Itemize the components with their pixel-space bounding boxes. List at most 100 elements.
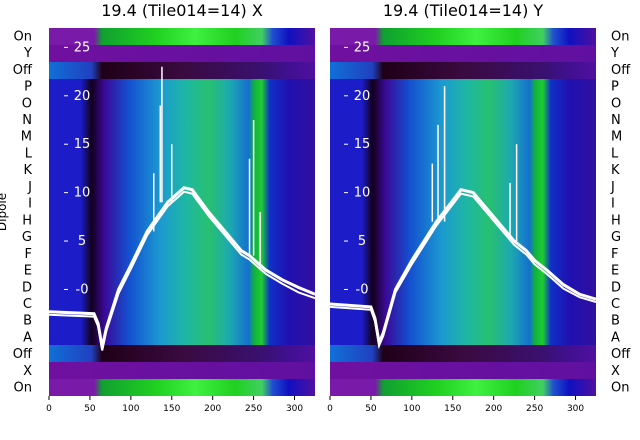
row-label: On: [14, 381, 32, 396]
panel-y: -0 5 10 15 20 25: [330, 28, 596, 396]
row-label: H: [611, 213, 621, 228]
row-label: F: [25, 247, 32, 262]
row-label: J: [610, 180, 615, 195]
row-label: L: [25, 146, 33, 161]
row-label: F: [611, 247, 618, 262]
x-tick-label: 250: [245, 404, 262, 414]
y-tick-label: 10: [354, 186, 371, 201]
row-label: On: [14, 29, 32, 44]
band-y: [49, 45, 315, 62]
x-tick-label: 150: [163, 404, 180, 414]
row-label: E: [24, 264, 32, 279]
x-tick-label: 300: [286, 404, 303, 414]
row-label: Y: [23, 46, 32, 61]
row-label: Y: [610, 46, 619, 61]
row-label: Off: [13, 347, 33, 362]
band-off-top: [49, 62, 315, 79]
x-tick-label: 100: [122, 404, 139, 414]
row-label: Off: [611, 63, 631, 78]
band-on-top: [330, 28, 596, 45]
band-on-top: [49, 28, 315, 45]
row-label: D: [22, 280, 32, 295]
y-tick-label: 25: [354, 40, 371, 55]
row-label: A: [611, 330, 620, 345]
y-tick-label: 15: [74, 137, 91, 152]
row-label: D: [611, 280, 621, 295]
row-label: G: [611, 230, 621, 245]
row-label: I: [611, 197, 615, 212]
row-label: N: [611, 113, 621, 128]
x-ticks-x: 0 50 100 150 200 250 300: [46, 396, 303, 414]
row-label: On: [611, 29, 629, 44]
row-label: O: [22, 96, 32, 111]
row-label: X: [23, 364, 32, 379]
row-label: K: [611, 163, 620, 178]
x-tick-label: 100: [403, 404, 420, 414]
y-ticks-y: -0 5 10 15 20 25: [344, 40, 370, 297]
row-label: On: [611, 381, 629, 396]
row-label: I: [28, 197, 32, 212]
row-label: M: [21, 130, 32, 145]
row-label: K: [23, 163, 32, 178]
x-tick-label: 300: [567, 404, 584, 414]
band-on-bottom: [49, 379, 315, 396]
band-x: [330, 362, 596, 379]
x-tick-label: 0: [327, 404, 333, 414]
row-label: O: [611, 96, 621, 111]
y-tick-label: 20: [74, 89, 91, 104]
x-tick-label: 0: [46, 404, 52, 414]
band-off-top: [330, 62, 596, 79]
y-tick-label: -0: [76, 282, 89, 297]
row-label: B: [23, 314, 32, 329]
row-label: N: [22, 113, 32, 128]
row-label: E: [611, 264, 619, 279]
row-label: G: [22, 230, 32, 245]
x-tick-label: 50: [365, 404, 377, 414]
panel-x: -0 5 10 15 20 25: [49, 28, 315, 396]
row-label: M: [611, 130, 622, 145]
band-y: [330, 45, 596, 62]
row-label: P: [611, 80, 619, 95]
row-label: P: [24, 80, 32, 95]
series-line: [330, 192, 596, 350]
chart-title-x: 19.4 (Tile014=14) X: [101, 1, 263, 20]
x-tick-label: 200: [485, 404, 502, 414]
row-label: L: [611, 146, 619, 161]
chart-title-y: 19.4 (Tile014=14) Y: [383, 1, 544, 20]
y-tick-label: 25: [74, 40, 91, 55]
row-label: J: [27, 180, 32, 195]
row-label: A: [23, 330, 32, 345]
y-tick-label: 20: [354, 89, 371, 104]
row-label: C: [611, 297, 620, 312]
y-tick-label: 10: [74, 186, 91, 201]
y-tick-label: -0: [356, 282, 369, 297]
row-label: X: [611, 364, 620, 379]
band-on-bottom: [330, 379, 596, 396]
y-ticks-x: -0 5 10 15 20 25: [64, 40, 90, 297]
series-lines-x: [49, 66, 315, 351]
band-x: [49, 362, 315, 379]
band-off-bottom: [330, 345, 596, 362]
band-main: [49, 79, 315, 345]
x-ticks-y: 0 50 100 150 200 250 300: [327, 396, 584, 414]
row-label: Off: [611, 347, 631, 362]
x-tick-label: 250: [526, 404, 543, 414]
x-tick-label: 200: [204, 404, 221, 414]
band-main: [330, 79, 596, 345]
y-tick-label: 5: [78, 234, 86, 249]
row-label: B: [611, 314, 620, 329]
row-label: H: [22, 213, 32, 228]
y-tick-label: 15: [354, 137, 371, 152]
y-tick-label: 5: [358, 234, 366, 249]
y-axis-label: Dipole: [0, 193, 9, 231]
series-line: [49, 190, 315, 351]
row-label: C: [23, 297, 32, 312]
series-lines-y: [330, 86, 596, 350]
x-tick-label: 50: [84, 404, 96, 414]
band-off-bottom: [49, 345, 315, 362]
row-label: Off: [13, 63, 33, 78]
x-tick-label: 150: [444, 404, 461, 414]
